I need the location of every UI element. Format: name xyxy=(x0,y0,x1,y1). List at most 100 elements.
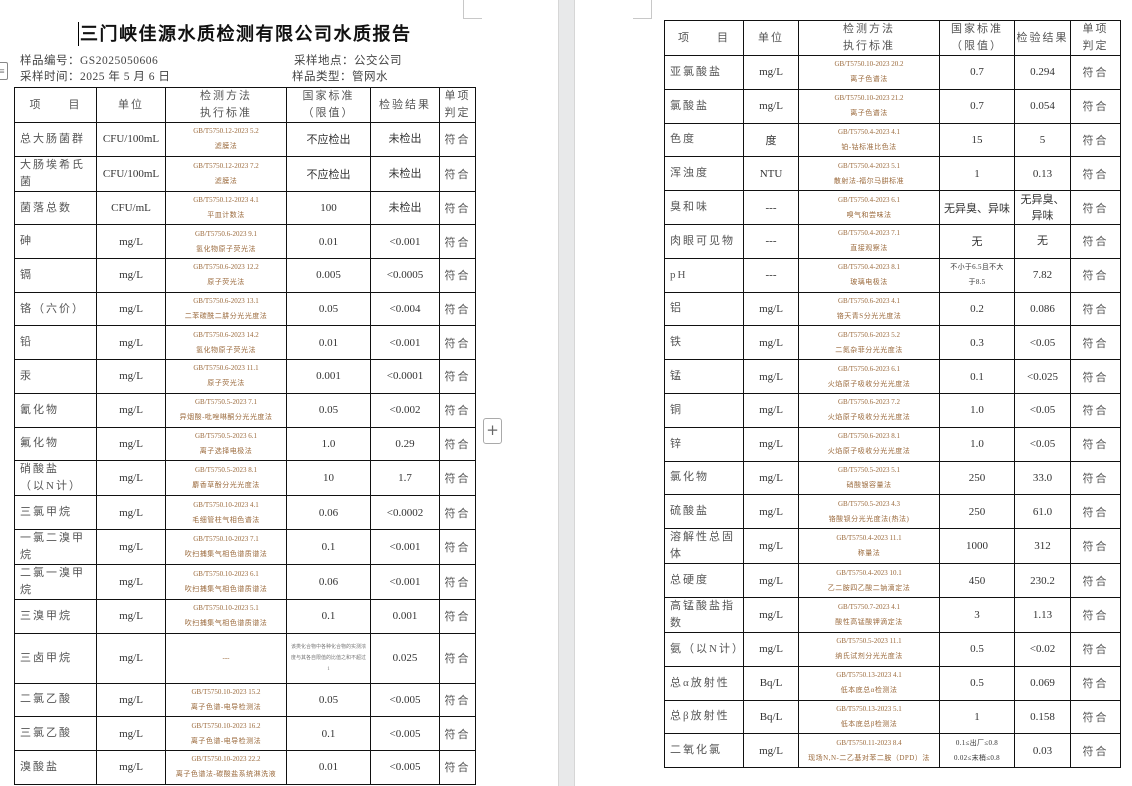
item-name: 锰 xyxy=(664,359,744,394)
test-result: 0.054 xyxy=(1014,88,1071,124)
method-code: GB/T5750.10-2023 5.1 xyxy=(193,604,259,613)
test-result: <0.0005 xyxy=(370,258,440,293)
unit: mg/L xyxy=(743,359,799,394)
item-name: 总大肠菌群 xyxy=(14,122,97,157)
verdict: 符合 xyxy=(439,716,476,751)
verdict: 符合 xyxy=(1070,631,1121,667)
test-result: 未检出 xyxy=(370,155,440,192)
unit: mg/L xyxy=(96,291,166,327)
method: GB/T5750.10-2023 20.2 离子色谱法 xyxy=(798,55,940,90)
verdict: 符合 xyxy=(439,598,476,634)
unit: mg/L xyxy=(743,596,799,633)
method: GB/T5750.7-2023 4.1 酸性高锰酸钾滴定法 xyxy=(798,596,940,633)
method-name: 二氮杂菲分光光度法 xyxy=(835,345,903,354)
unit: mg/L xyxy=(743,55,799,90)
test-result: <0.05 xyxy=(1014,426,1071,462)
item-name: 二氯一溴甲烷 xyxy=(14,563,97,600)
method-name: 嗅气和尝味法 xyxy=(846,210,892,219)
table-row: 砷 mg/L GB/T5750.6-2023 9.1 氢化物原子荧光法 0.01 <0.0… xyxy=(14,224,476,260)
verdict: 符合 xyxy=(439,749,476,785)
standard-limit: 15 xyxy=(939,122,1015,158)
header-verdict: 单项 判定 xyxy=(439,87,476,123)
unit: --- xyxy=(743,190,799,225)
method-code: GB/T5750.6-2023 6.1 xyxy=(837,364,901,373)
navigation-pane-icon[interactable]: ≡ xyxy=(0,62,8,80)
method-code: GB/T5750.11-2023 8.4 xyxy=(836,738,902,747)
table-row: 氯化物 mg/L GB/T5750.5-2023 5.1 硝酸银容量法 250 33.0 符… xyxy=(664,460,1121,496)
method-name: 火焰原子吸收分光光度法 xyxy=(827,447,911,456)
unit: mg/L xyxy=(96,682,166,718)
test-result: <0.05 xyxy=(1014,392,1071,428)
sample-number: 样品编号：GS2025050606 xyxy=(20,55,159,67)
verdict: 符合 xyxy=(439,392,476,428)
verdict: 符合 xyxy=(1070,156,1121,192)
test-result: 无异臭、 异味 xyxy=(1014,190,1071,225)
table-row: 铁 mg/L GB/T5750.6-2023 5.2 二氮杂菲分光光度法 0.3 <0.0… xyxy=(664,325,1121,361)
standard-limit: 该类化合物中各种化合物的实测浓度与其各自限值的比值之和不超过1 xyxy=(286,632,371,684)
table-row: 总α放射性 Bq/L GB/T5750.13-2023 4.1 低本底总α检测法 0.5… xyxy=(664,665,1121,701)
method: GB/T5750.11-2023 8.4 现场N,N-二乙基对苯二胺（DPD）法 xyxy=(798,733,940,769)
method-name: 氢化物原子荧光法 xyxy=(196,345,256,354)
unit: mg/L xyxy=(743,631,799,667)
method-code: GB/T5750.13-2023 4.1 xyxy=(836,671,902,680)
verdict: 符合 xyxy=(1070,563,1121,598)
unit: mg/L xyxy=(743,88,799,124)
method-code: GB/T5750.10-2023 7.1 xyxy=(193,534,259,543)
standard-limit: 0.2 xyxy=(939,291,1015,327)
method-code: GB/T5750.6-2023 7.2 xyxy=(837,398,901,407)
unit: CFU/100mL xyxy=(96,155,166,192)
table-row: 锌 mg/L GB/T5750.6-2023 8.1 火焰原子吸收分光光度法 1.0 <0… xyxy=(664,426,1121,462)
method: GB/T5750.5-2023 5.1 硝酸银容量法 xyxy=(798,460,940,496)
method: GB/T5750.6-2023 8.1 火焰原子吸收分光光度法 xyxy=(798,426,940,462)
table-row: 二氧化氯 mg/L GB/T5750.11-2023 8.4 现场N,N-二乙基对苯二… xyxy=(664,733,1121,769)
test-result: <0.025 xyxy=(1014,359,1071,394)
method-code: GB/T5750.12-2023 7.2 xyxy=(193,161,259,170)
table-row: 二氯一溴甲烷 mg/L GB/T5750.10-2023 6.1 吹扫捕集气相色谱质谱… xyxy=(14,563,476,600)
verdict: 符合 xyxy=(439,460,476,497)
method-name: 吹扫捕集气相色谱质谱法 xyxy=(184,584,268,593)
standard-limit: 0.1 xyxy=(286,716,371,751)
item-name: 浑浊度 xyxy=(664,156,744,192)
unit: CFU/100mL xyxy=(96,122,166,157)
header-unit: 单位 xyxy=(743,20,799,56)
table-row: 硫酸盐 mg/L GB/T5750.5-2023 4.3 铬酸钡分光光度法(热法) 25… xyxy=(664,494,1121,530)
table-row: 溶解性总固体 mg/L GB/T5750.4-2023 11.1 称量法 1000 312… xyxy=(664,528,1121,565)
method-name: 吹扫捕集气相色谱质谱法 xyxy=(184,619,268,628)
method: GB/T5750.6-2023 12.2 原子荧光法 xyxy=(165,258,287,293)
standard-limit: 0.1 xyxy=(286,528,371,565)
method: GB/T5750.6-2023 9.1 氢化物原子荧光法 xyxy=(165,224,287,260)
method: GB/T5750.4-2023 6.1 嗅气和尝味法 xyxy=(798,190,940,225)
header-result: 检验结果 xyxy=(1014,20,1071,56)
method: GB/T5750.12-2023 5.2 滤膜法 xyxy=(165,122,287,157)
unit: mg/L xyxy=(96,224,166,260)
table-header-row: 项 目单位 检测方法 执行标准 国家标准 （限值） 检验结果 单项 判定 xyxy=(664,20,1121,56)
unit: CFU/mL xyxy=(96,190,166,226)
unit: mg/L xyxy=(743,392,799,428)
table-row: 一氯二溴甲烷 mg/L GB/T5750.10-2023 7.1 吹扫捕集气相色谱质谱… xyxy=(14,528,476,565)
table-row: 氯酸盐 mg/L GB/T5750.10-2023 21.2 离子色谱法 0.7 0.05… xyxy=(664,88,1121,124)
table-row: 汞 mg/L GB/T5750.6-2023 11.1 原子荧光法 0.001 <0.00… xyxy=(14,359,476,394)
table-row: 总硬度 mg/L GB/T5750.4-2023 10.1 乙二胺四乙酸二钠滴定法 45… xyxy=(664,563,1121,598)
unit: mg/L xyxy=(96,392,166,428)
table-row: 总大肠菌群 CFU/100mL GB/T5750.12-2023 5.2 滤膜法 不应检… xyxy=(14,122,476,157)
method: GB/T5750.4-2023 5.1 散射法-福尔马肼标准 xyxy=(798,156,940,192)
table-row: 铅 mg/L GB/T5750.6-2023 14.2 氢化物原子荧光法 0.01 <0.… xyxy=(14,325,476,361)
table-row: 溴酸盐 mg/L GB/T5750.10-2023 22.2 离子色谱法-碳酸盐系统淋… xyxy=(14,749,476,785)
standard-limit: 0.1≤出厂≤0.8 0.02≤末梢≤0.8 xyxy=(939,733,1015,769)
sample-type: 样品类型：管网水 xyxy=(292,71,388,83)
standard-limit: 0.05 xyxy=(286,682,371,718)
method-name: 原子荧光法 xyxy=(207,379,245,388)
method: GB/T5750.6-2023 4.1 铬天青S分光光度法 xyxy=(798,291,940,327)
unit: mg/L xyxy=(96,359,166,394)
add-row-button[interactable]: + xyxy=(483,418,502,444)
test-result: 0.069 xyxy=(1014,665,1071,701)
method: GB/T5750.10-2023 7.1 吹扫捕集气相色谱质谱法 xyxy=(165,528,287,565)
item-name: 二氯乙酸 xyxy=(14,682,97,718)
method-code: GB/T5750.10-2023 21.2 xyxy=(834,94,904,103)
method-name: 铂-钴标准比色法 xyxy=(841,142,897,151)
standard-limit: 不小于6.5且不大 于8.5 xyxy=(939,257,1015,293)
item-name: 铝 xyxy=(664,291,744,327)
header-method: 检测方法 执行标准 xyxy=(798,20,940,56)
item-name: 臭和味 xyxy=(664,190,744,225)
item-name: 三溴甲烷 xyxy=(14,598,97,634)
